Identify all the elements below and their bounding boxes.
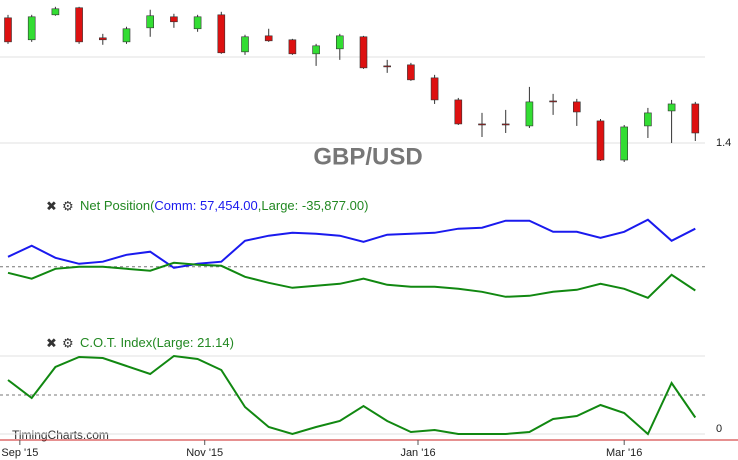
close-icon[interactable]: ✖: [46, 198, 57, 213]
candle-body: [501, 123, 510, 126]
candle-body: [4, 17, 12, 43]
settings-icon[interactable]: ⚙: [62, 335, 74, 350]
candle-body: [359, 36, 368, 69]
candle-body: [170, 16, 178, 23]
candle-body: [644, 112, 652, 127]
legend-suffix: ): [230, 335, 234, 350]
legend-prefix: Net Position(: [80, 198, 155, 213]
candle-body: [620, 126, 629, 161]
candle-body: [407, 64, 415, 81]
legend-name: Large: [157, 335, 190, 350]
legend-value: -35,877.00: [302, 198, 364, 213]
legend-suffix: ): [364, 198, 368, 213]
chart-title: GBP/USD: [313, 143, 422, 170]
candle-body: [454, 99, 463, 125]
x-tick-label: Sep '15: [1, 447, 38, 459]
candle-body: [146, 15, 154, 29]
legend-separator: :: [193, 198, 200, 213]
legend-value: 57,454.00: [200, 198, 258, 213]
candle-body: [312, 45, 320, 55]
line-series: [7, 261, 696, 299]
candle-body: [241, 36, 249, 53]
legend-name: Large: [261, 198, 294, 213]
candle-body: [667, 103, 676, 112]
candle-body: [27, 16, 36, 41]
x-tick-label: Nov '15: [186, 447, 223, 459]
legend: Net Position(Comm: 57,454.00,Large: -35,…: [80, 198, 368, 213]
legend-separator: :: [190, 335, 197, 350]
candle-body: [572, 101, 581, 113]
candle-body: [264, 35, 273, 42]
candle-body: [51, 8, 60, 16]
candle-body: [217, 14, 226, 54]
candle-body: [691, 103, 700, 134]
candle-body: [335, 35, 344, 50]
candle-body: [596, 120, 605, 161]
watermark: TimingCharts.com: [12, 428, 109, 442]
candle-body: [430, 77, 439, 101]
y-tick-label: 1.4: [716, 137, 731, 149]
legend: C.O.T. Index(Large: 21.14): [80, 335, 234, 350]
close-icon[interactable]: ✖: [46, 335, 57, 350]
legend-separator: ,: [258, 198, 262, 213]
x-tick-label: Mar '16: [606, 447, 642, 459]
candle-body: [549, 100, 557, 103]
candle-body: [193, 16, 202, 30]
legend-name: Comm: [154, 198, 192, 213]
candle-body: [383, 65, 392, 68]
candle-body: [478, 123, 486, 126]
legend-value: 21.14: [197, 335, 230, 350]
settings-icon[interactable]: ⚙: [62, 198, 74, 213]
line-series: [7, 218, 696, 269]
candle-body: [99, 37, 107, 41]
legend-prefix: C.O.T. Index(: [80, 335, 157, 350]
x-tick-label: Jan '16: [400, 447, 435, 459]
y-tick-label: 0: [716, 423, 722, 435]
legend-separator: :: [295, 198, 302, 213]
candle-body: [288, 39, 297, 55]
candle-body: [525, 101, 534, 127]
candle-body: [75, 7, 83, 43]
candle-body: [122, 28, 131, 43]
line-series: [7, 354, 697, 436]
